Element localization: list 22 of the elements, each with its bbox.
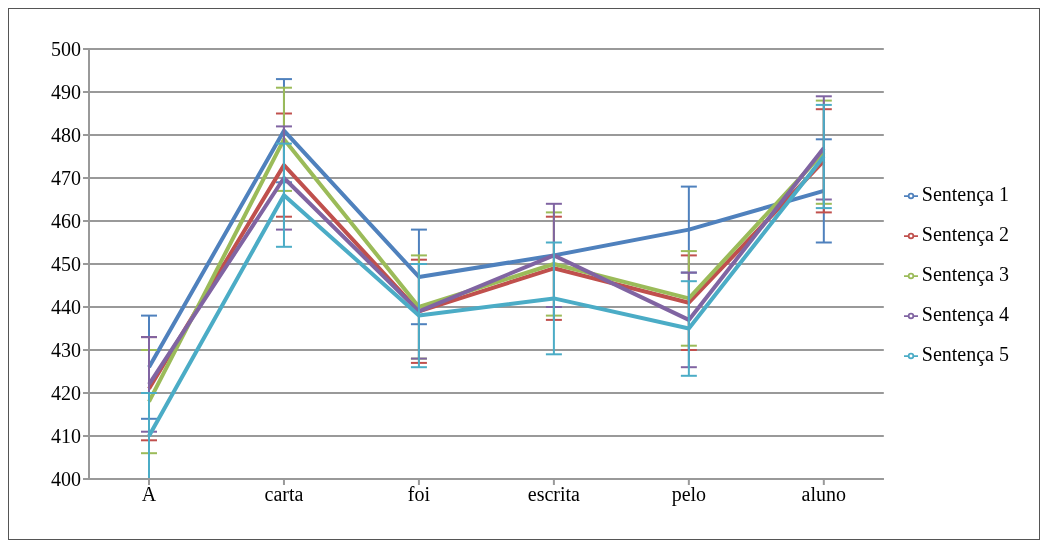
x-tick-label: escrita: [527, 483, 581, 506]
legend-label: Sentença 3: [921, 263, 1009, 285]
y-tick-label: 440: [51, 296, 81, 319]
y-tick-label: 480: [51, 124, 81, 147]
y-tick-label: 400: [51, 468, 81, 491]
x-tick-label: A: [141, 483, 157, 506]
x-tick-label: aluno: [801, 483, 847, 506]
legend-label: Sentença 2: [921, 223, 1009, 245]
x-tick-label: foi: [407, 483, 431, 506]
x-tick-label: pelo: [671, 483, 707, 507]
x-tick-label: carta: [264, 483, 304, 506]
legend-label: Sentença 1: [921, 183, 1009, 205]
y-tick-label: 410: [51, 425, 81, 448]
legend-label: Sentença 5: [921, 343, 1009, 365]
y-tick-label: 450: [51, 253, 81, 276]
y-tick-label: 490: [51, 81, 81, 104]
y-tick-label: 470: [51, 167, 81, 190]
legend-label: Sentença 4: [921, 303, 1009, 325]
y-tick-label: 460: [51, 210, 81, 233]
y-tick-label: 430: [51, 339, 81, 362]
y-tick-label: 420: [51, 382, 81, 405]
y-tick-label: 500: [51, 38, 81, 61]
